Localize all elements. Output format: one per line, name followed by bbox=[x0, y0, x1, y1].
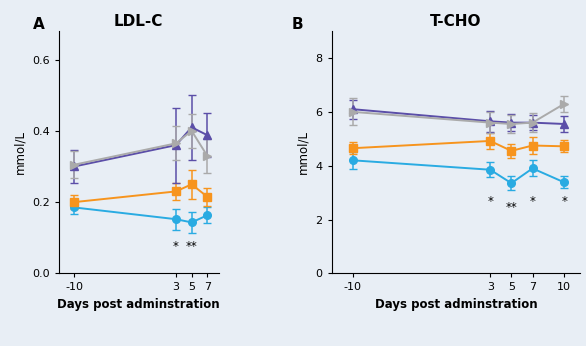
Y-axis label: mmol/L: mmol/L bbox=[13, 130, 26, 174]
Text: *: * bbox=[488, 195, 493, 208]
Text: A: A bbox=[33, 17, 45, 31]
Text: B: B bbox=[292, 17, 304, 31]
Y-axis label: mmol/L: mmol/L bbox=[297, 130, 310, 174]
X-axis label: Days post adminstration: Days post adminstration bbox=[57, 298, 220, 311]
Text: *: * bbox=[173, 240, 179, 253]
Title: LDL-C: LDL-C bbox=[114, 13, 163, 29]
Text: *: * bbox=[530, 195, 536, 208]
Title: T-CHO: T-CHO bbox=[430, 13, 482, 29]
X-axis label: Days post adminstration: Days post adminstration bbox=[374, 298, 537, 311]
Text: *: * bbox=[561, 195, 567, 208]
Text: **: ** bbox=[506, 201, 517, 213]
Text: **: ** bbox=[186, 240, 197, 253]
